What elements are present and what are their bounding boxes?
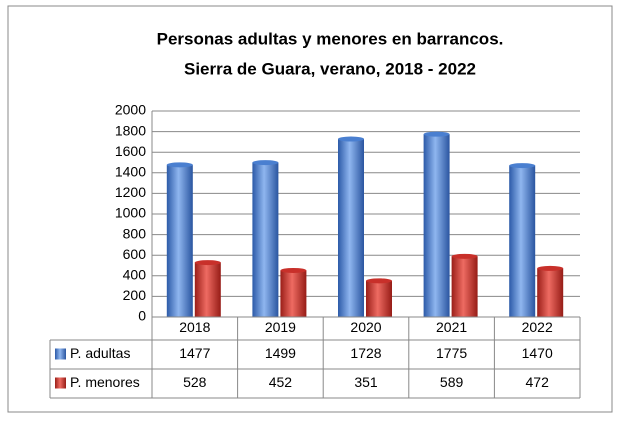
legend-swatch (55, 348, 66, 360)
bar-cap (537, 265, 564, 271)
y-tick-label: 400 (123, 267, 147, 283)
bar (366, 280, 392, 317)
bar (423, 134, 450, 317)
y-tick-label: 600 (123, 246, 147, 262)
y-tick-label: 1600 (115, 143, 146, 159)
table-value: 1499 (265, 345, 296, 361)
bar (509, 165, 536, 317)
x-tick-label: 2021 (436, 319, 467, 335)
bar (451, 256, 478, 317)
bar-cap (166, 162, 193, 168)
bar (252, 162, 279, 317)
x-tick-label: 2019 (265, 319, 296, 335)
x-tick-label: 2020 (350, 319, 381, 335)
bar-cap (366, 278, 392, 284)
table-value: 1728 (350, 345, 381, 361)
bar (194, 262, 221, 317)
y-tick-label: 1800 (115, 122, 146, 138)
bar-cap (509, 163, 536, 169)
bar (537, 268, 564, 317)
bar-cap (280, 267, 307, 273)
table-value: 1470 (522, 345, 553, 361)
bar (338, 139, 364, 317)
y-tick-label: 200 (123, 287, 147, 303)
table-value: 472 (526, 374, 550, 390)
bar-cap (338, 136, 364, 142)
table-value: 528 (183, 374, 207, 390)
table-value: 1477 (179, 345, 210, 361)
y-tick-label: 0 (138, 308, 146, 324)
bar-cap (252, 160, 279, 166)
bar (280, 270, 307, 317)
table-value: 452 (269, 374, 293, 390)
bar-cap (423, 131, 450, 137)
legend-label: P. menores (70, 374, 140, 390)
chart-title: Sierra de Guara, verano, 2018 - 2022 (184, 59, 476, 78)
table-value: 351 (354, 374, 378, 390)
table-value: 589 (440, 374, 464, 390)
x-tick-label: 2018 (179, 319, 210, 335)
bar-cap (451, 253, 478, 259)
y-tick-label: 2000 (115, 102, 146, 118)
bar (166, 164, 193, 317)
table-value: 1775 (436, 345, 467, 361)
bar-cap (194, 260, 221, 266)
y-tick-label: 1000 (115, 205, 146, 221)
y-tick-label: 1200 (115, 184, 146, 200)
legend-label: P. adultas (70, 345, 130, 361)
y-tick-label: 1400 (115, 164, 146, 180)
chart-title: Personas adultas y menores en barrancos. (157, 29, 504, 48)
y-tick-label: 800 (123, 225, 147, 241)
legend-swatch (55, 377, 66, 389)
x-tick-label: 2022 (522, 319, 553, 335)
